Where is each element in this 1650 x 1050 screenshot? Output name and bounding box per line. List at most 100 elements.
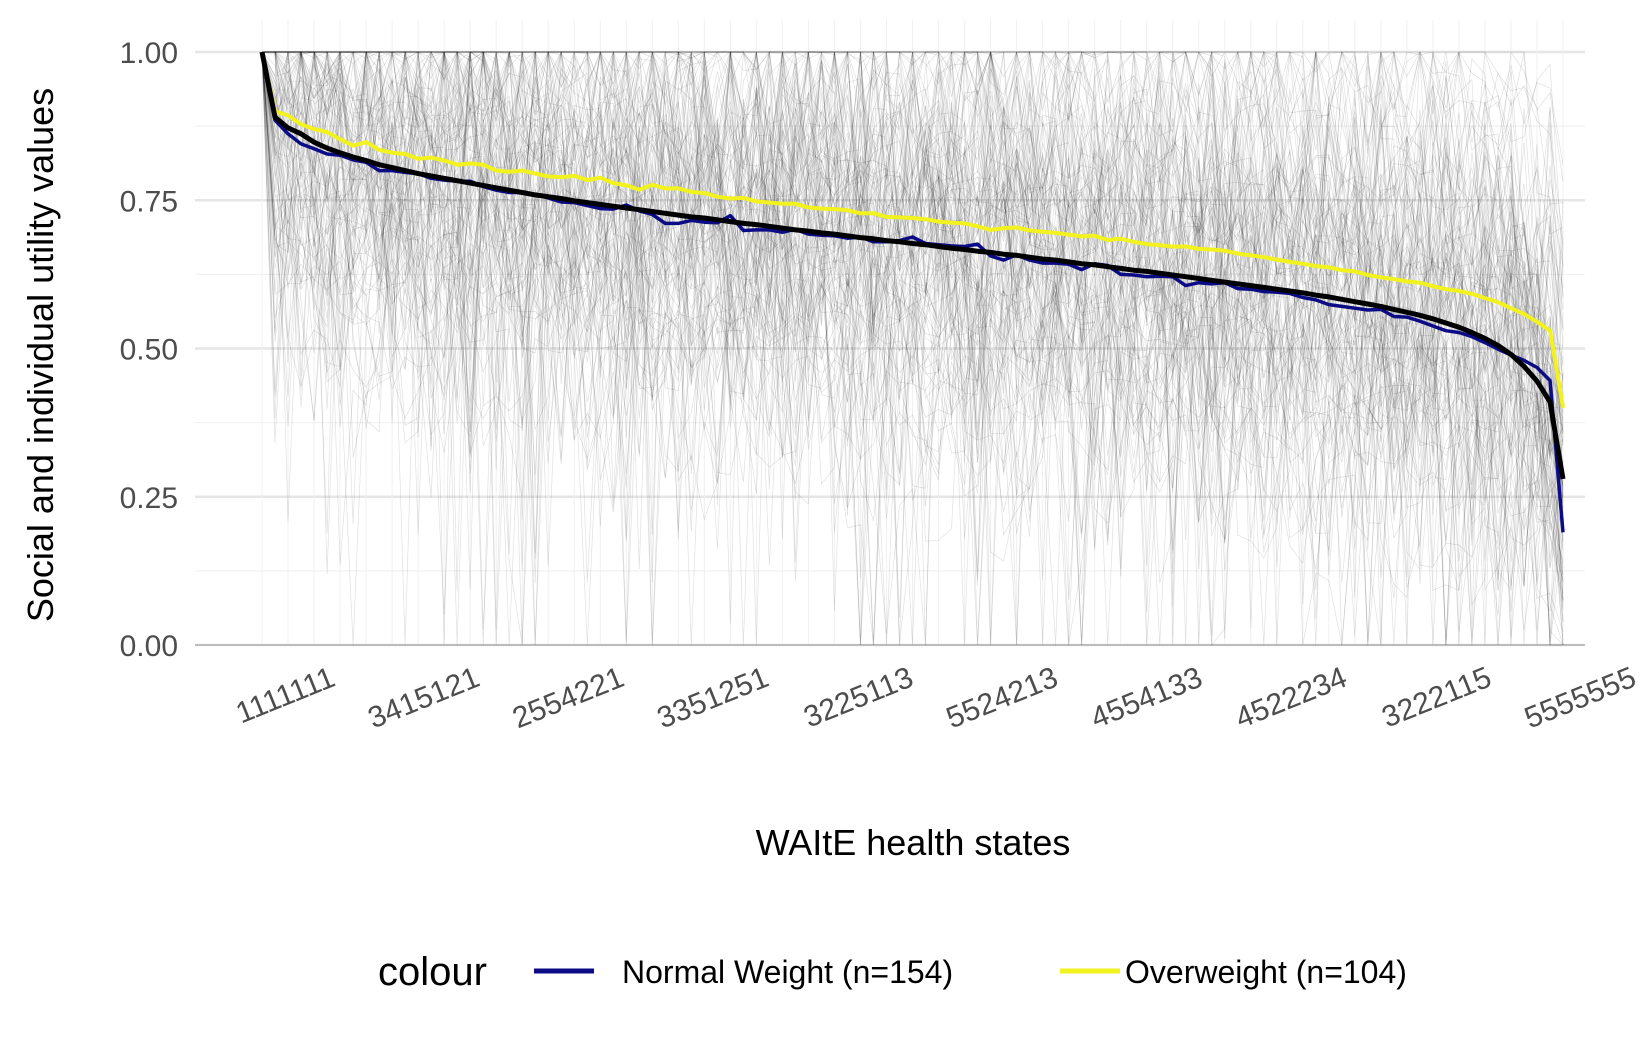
- individual-utility-line: [261, 51, 1564, 646]
- individual-utility-line: [262, 51, 1564, 205]
- individual-utility-line: [262, 50, 1564, 388]
- individual-utility-line: [262, 51, 1564, 522]
- x-tick-label: 4554133: [1086, 661, 1207, 735]
- individual-utility-line: [261, 51, 1564, 567]
- individual-utility-line: [261, 51, 1564, 646]
- individual-utility-line: [261, 51, 1564, 646]
- y-tick-label: 0.50: [120, 334, 178, 367]
- individual-utility-line: [261, 51, 1564, 646]
- individual-utility-line: [262, 50, 1564, 580]
- individual-utility-line: [262, 51, 1564, 646]
- individual-utility-line: [262, 51, 1564, 341]
- individual-utility-line: [261, 50, 1564, 608]
- individual-utility-line: [261, 51, 1564, 646]
- series-lines: [259, 51, 1566, 533]
- individual-utility-line: [261, 51, 1564, 646]
- individual-utility-line: [262, 50, 1564, 646]
- individual-utility-line: [262, 50, 1564, 378]
- x-tick-label: 3415121: [364, 661, 485, 735]
- individual-utility-line: [261, 51, 1564, 646]
- individual-utility-line: [261, 51, 1564, 549]
- individual-utility-line: [261, 51, 1564, 569]
- x-tick-label: 5524213: [942, 661, 1063, 735]
- y-tick-label: 0.00: [120, 630, 178, 663]
- individual-utility-line: [261, 51, 1564, 584]
- individual-utility-line: [262, 50, 1564, 538]
- individual-utility-line: [261, 51, 1564, 468]
- individual-utility-line: [262, 50, 1564, 638]
- individual-utility-line: [261, 51, 1564, 646]
- x-tick-label: 3351251: [653, 661, 774, 735]
- individual-utility-line: [262, 50, 1564, 464]
- individual-utility-line: [262, 50, 1564, 402]
- individual-utility-line: [262, 51, 1564, 540]
- individual-utility-line: [261, 50, 1564, 457]
- x-tick-label: 4522234: [1231, 661, 1352, 735]
- individual-utility-line: [261, 51, 1564, 646]
- individual-utility-line: [261, 51, 1564, 646]
- individual-utility-line: [261, 51, 1564, 646]
- individual-utility-line: [261, 51, 1564, 646]
- individual-utility-line: [262, 50, 1564, 453]
- grid-lines: [195, 20, 1585, 647]
- individual-utility-line: [261, 50, 1564, 515]
- individual-utility-line: [261, 51, 1564, 604]
- y-tick-label: 1.00: [120, 37, 178, 70]
- individual-utility-line: [261, 51, 1564, 646]
- individual-utility-line: [261, 51, 1564, 646]
- individual-utility-line: [261, 50, 1564, 646]
- individual-utility-line: [262, 50, 1564, 646]
- individual-utility-line: [261, 51, 1564, 646]
- individual-utility-line: [262, 51, 1564, 646]
- individual-utility-line: [261, 51, 1564, 646]
- individual-utility-line: [261, 51, 1564, 581]
- x-tick-label: 1111111: [231, 661, 339, 730]
- individual-utility-line: [261, 51, 1564, 646]
- individual-utility-line: [261, 51, 1564, 501]
- individual-utility-line: [261, 51, 1564, 646]
- individual-utility-line: [261, 51, 1564, 587]
- individual-utility-line: [261, 51, 1564, 646]
- individual-utility-line: [261, 51, 1564, 630]
- individual-utility-line: [262, 50, 1564, 588]
- legend-title: colour: [378, 950, 487, 994]
- individual-utility-line: [262, 51, 1564, 576]
- individual-utility-line: [262, 50, 1564, 547]
- individual-utility-line: [262, 51, 1564, 592]
- legend-label-normal-weight: Normal Weight (n=154): [622, 954, 953, 990]
- x-axis-title: WAItE health states: [756, 822, 1071, 863]
- individual-utility-line: [261, 51, 1564, 646]
- individual-utility-line: [262, 51, 1564, 446]
- individual-utility-line: [262, 51, 1564, 590]
- x-tick-label: 2554221: [508, 661, 629, 735]
- individual-utility-line: [261, 51, 1564, 646]
- individual-utility-line: [262, 51, 1564, 571]
- individual-utility-line: [262, 50, 1564, 353]
- individual-utility-line: [261, 51, 1564, 646]
- individual-utility-line: [261, 51, 1564, 571]
- individual-utility-lines: [261, 50, 1564, 646]
- individual-utility-line: [262, 51, 1564, 568]
- individual-utility-line: [262, 51, 1564, 166]
- y-tick-label: 0.75: [120, 185, 178, 218]
- individual-utility-line: [261, 51, 1563, 646]
- individual-utility-line: [261, 51, 1564, 570]
- individual-utility-line: [262, 51, 1564, 551]
- overall-mean-line: [259, 51, 1566, 480]
- individual-utility-line: [262, 51, 1564, 365]
- legend: colour Normal Weight (n=154) Overweight …: [378, 950, 1407, 994]
- x-tick-label: 5555555: [1520, 661, 1641, 735]
- individual-utility-line: [261, 51, 1564, 469]
- individual-utility-line: [262, 51, 1564, 240]
- individual-utility-line: [262, 50, 1564, 396]
- individual-utility-line: [261, 51, 1564, 646]
- individual-utility-line: [262, 51, 1564, 646]
- individual-utility-line: [262, 50, 1564, 521]
- individual-utility-line: [261, 51, 1564, 646]
- legend-label-overweight: Overweight (n=104): [1125, 954, 1407, 990]
- individual-utility-line: [261, 51, 1564, 646]
- individual-utility-line: [262, 50, 1564, 598]
- individual-utility-line: [261, 51, 1564, 508]
- individual-utility-line: [261, 51, 1564, 567]
